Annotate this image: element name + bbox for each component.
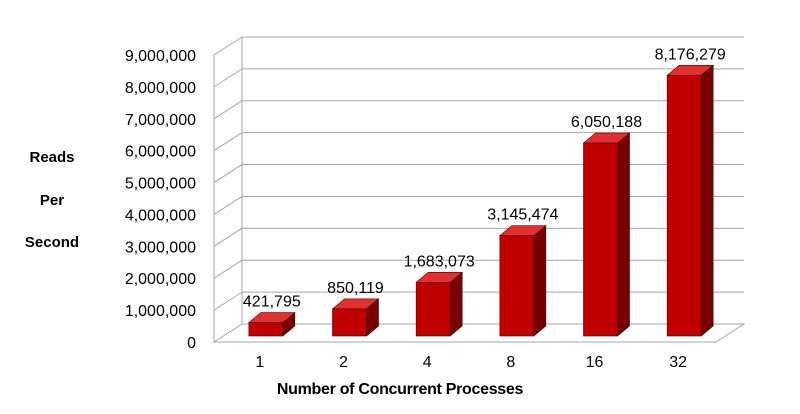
- bar-front-face: [666, 74, 702, 337]
- grid-layer: [212, 36, 746, 343]
- gridline-side: [213, 259, 243, 279]
- y-axis-label-line-3: Second: [24, 234, 80, 251]
- y-axis-label-line-2: Per: [39, 192, 65, 209]
- x-axis-tick-labels: 1 2 4 8 16 32: [255, 354, 687, 371]
- y-tick-label: 6,000,000: [125, 144, 196, 161]
- data-label: 6,050,188: [571, 114, 642, 131]
- x-tick-label: 2: [339, 354, 348, 371]
- x-tick-label: 32: [669, 354, 687, 371]
- data-label: 3,145,474: [487, 207, 558, 224]
- bar: [666, 64, 714, 337]
- bar: [331, 298, 380, 337]
- bar-side-face: [700, 64, 714, 337]
- data-labels: 421,795 850,119 1,683,073 3,145,474 6,050,18…: [243, 46, 726, 310]
- data-label: 1,683,073: [404, 253, 475, 270]
- y-tick-label: 2,000,000: [125, 271, 196, 288]
- bar-side-face: [617, 132, 630, 337]
- gridline-side: [213, 291, 243, 311]
- bar-side-face: [533, 225, 547, 337]
- gridline-side: [213, 196, 243, 215]
- bar-front-face: [415, 282, 451, 337]
- bar-front-face: [583, 142, 618, 337]
- bar-front-face: [499, 235, 535, 337]
- gridline-side: [213, 36, 243, 56]
- x-tick-label: 4: [423, 354, 432, 371]
- bar-front-face: [332, 308, 367, 337]
- x-tick-label: 16: [586, 354, 604, 371]
- bar-front-face: [248, 322, 284, 337]
- y-tick-label: 7,000,000: [125, 112, 196, 129]
- bar-side-face: [449, 271, 463, 337]
- floor: [212, 323, 746, 343]
- x-tick-label: 8: [506, 354, 515, 371]
- y-tick-label: 4,000,000: [125, 207, 196, 224]
- y-tick-label: 9,000,000: [125, 48, 196, 65]
- bar: [582, 132, 631, 337]
- bars: [248, 64, 714, 337]
- y-tick-label: 0: [187, 335, 196, 352]
- gridline-side: [213, 132, 243, 152]
- gridline-side: [213, 68, 243, 88]
- data-label: 8,176,279: [655, 46, 726, 63]
- data-label: 850,119: [327, 280, 384, 297]
- y-axis-tick-labels: 0 1,000,000 2,000,000 3,000,000 4,000,000 5,0…: [125, 48, 196, 352]
- x-tick-label: 1: [255, 354, 264, 371]
- data-label: 421,795: [243, 294, 301, 311]
- bar: [415, 271, 463, 337]
- gridline-side: [213, 164, 243, 183]
- y-tick-label: 5,000,000: [125, 176, 196, 193]
- gridline-side: [213, 227, 243, 247]
- y-tick-label: 1,000,000: [125, 303, 196, 320]
- y-axis-label-line-1: Reads: [29, 149, 75, 166]
- y-tick-label: 8,000,000: [125, 80, 196, 97]
- y-tick-label: 3,000,000: [125, 239, 196, 256]
- bar: [248, 311, 296, 337]
- gridline-side: [213, 100, 243, 120]
- x-axis-label: Number of Concurrent Processes: [276, 381, 524, 398]
- bar: [499, 225, 547, 337]
